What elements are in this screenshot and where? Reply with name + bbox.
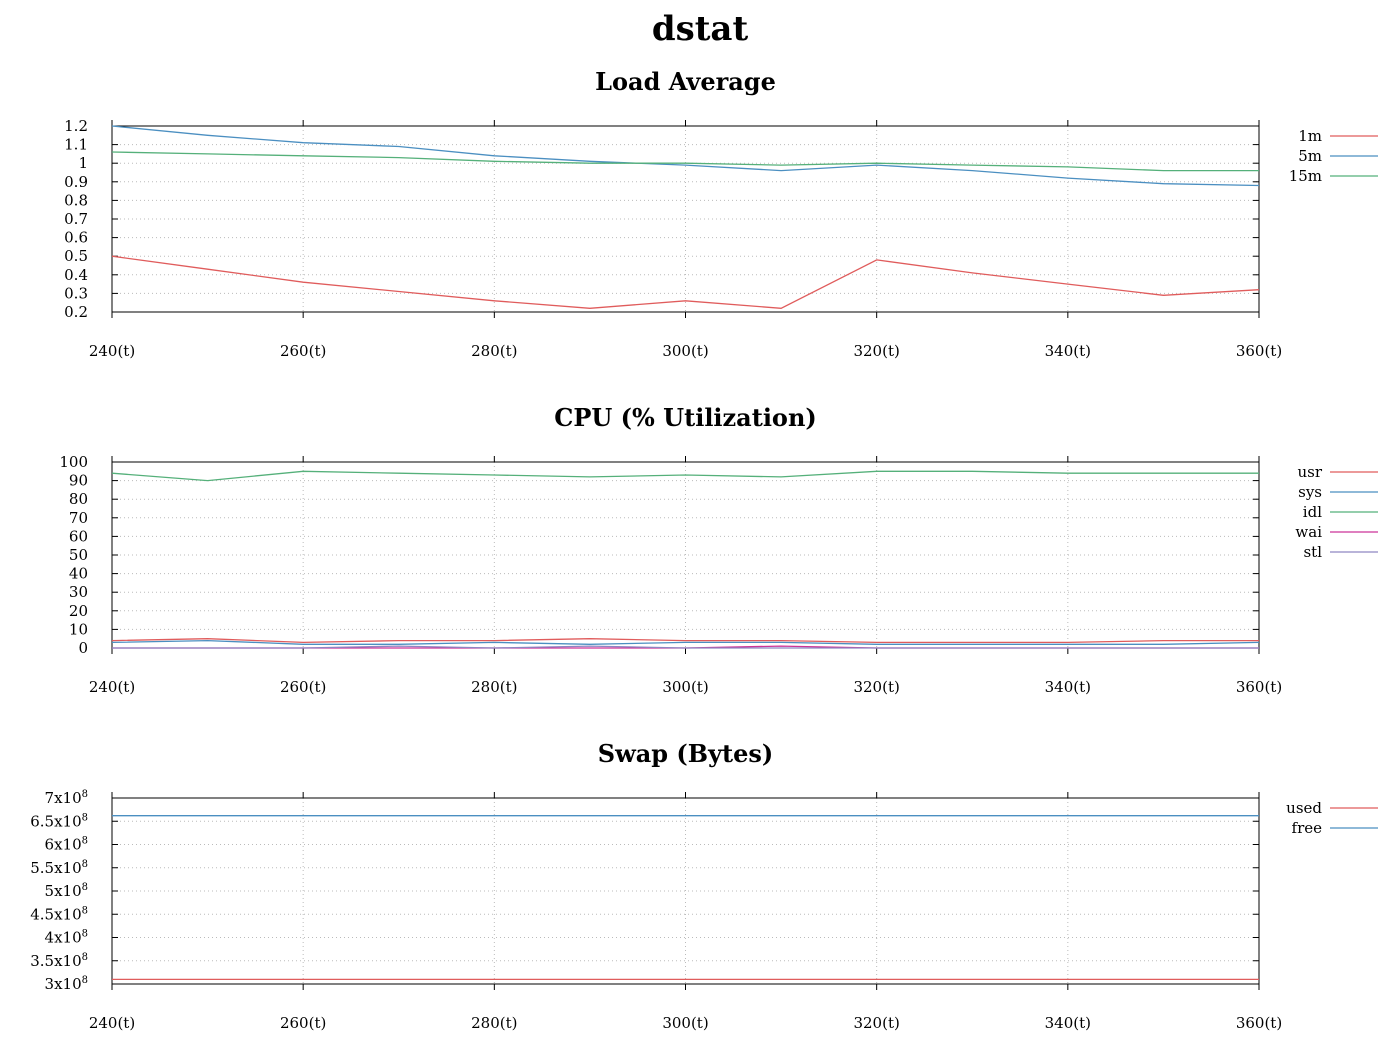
y-tick-label: 6x108 <box>45 836 88 854</box>
series-line-usr <box>111 638 1259 644</box>
x-tick-label: 260(t) <box>280 1014 326 1032</box>
y-tick-mantissa: 7x10 <box>45 789 82 807</box>
y-tick-label: 0.2 <box>64 303 88 321</box>
y-tick-mantissa: 3.5x10 <box>30 952 81 970</box>
y-tick-label: 30 <box>69 583 88 601</box>
y-tick-exponent: 8 <box>82 975 88 986</box>
legend-label-stl: stl <box>1303 543 1322 561</box>
series-line-sys <box>111 639 1260 645</box>
series-line-15m <box>111 151 1259 172</box>
y-tick-exponent: 8 <box>82 929 88 940</box>
x-tick-label: 360(t) <box>1236 1014 1282 1032</box>
x-tick-label: 300(t) <box>662 342 708 360</box>
y-tick-exponent: 8 <box>82 905 88 916</box>
y-tick-label: 40 <box>69 565 88 583</box>
y-tick-label: 100 <box>59 453 88 471</box>
x-tick-label: 320(t) <box>853 678 899 696</box>
y-tick-label: 50 <box>69 546 88 564</box>
y-tick-label: 0.9 <box>64 173 88 191</box>
y-tick-mantissa: 3x10 <box>45 975 82 993</box>
chart-title: Load Average <box>595 67 776 96</box>
x-tick-label: 340(t) <box>1045 1014 1091 1032</box>
y-tick-label: 0.5 <box>64 247 88 265</box>
legend-label-idl: idl <box>1303 503 1322 521</box>
y-tick-label: 1.1 <box>64 136 88 154</box>
x-tick-label: 300(t) <box>662 678 708 696</box>
legend-label-free: free <box>1292 819 1323 837</box>
series-line-1m <box>111 255 1260 309</box>
y-tick-label: 0.8 <box>64 191 88 209</box>
y-tick-label: 20 <box>69 602 88 620</box>
x-tick-label: 240(t) <box>89 678 135 696</box>
series-line-idl <box>111 470 1259 482</box>
y-tick-exponent: 8 <box>82 952 88 963</box>
y-tick-label: 3x108 <box>45 975 88 993</box>
y-tick-label: 80 <box>69 490 88 508</box>
x-tick-label: 260(t) <box>280 342 326 360</box>
chart-title: Swap (Bytes) <box>598 739 774 768</box>
y-tick-label: 0.7 <box>64 210 88 228</box>
x-tick-label: 340(t) <box>1045 342 1091 360</box>
y-tick-mantissa: 5x10 <box>45 882 82 900</box>
y-tick-exponent: 8 <box>82 836 88 847</box>
series-line-5m <box>111 125 1260 187</box>
y-tick-label: 10 <box>69 620 88 638</box>
legend-label-sys: sys <box>1298 483 1322 501</box>
chart-panel-0: Load Average 240(t) 260(t) 280(t) 300(t) 320(… <box>64 67 1378 360</box>
y-tick-label: 5.5x108 <box>30 859 88 877</box>
grid-lines <box>111 125 1260 313</box>
x-tick-label: 240(t) <box>89 342 135 360</box>
y-tick-exponent: 8 <box>82 789 88 800</box>
y-tick-label: 0 <box>78 639 88 657</box>
x-tick-label: 360(t) <box>1236 342 1282 360</box>
x-tick-label: 280(t) <box>471 342 517 360</box>
y-tick-label: 1.2 <box>64 117 88 135</box>
chart-panel-1: CPU (% Utilization)240(t) 260(t) 280(t) 300… <box>59 403 1378 696</box>
y-tick-label: 60 <box>69 527 88 545</box>
legend-label-1m: 1m <box>1298 127 1322 145</box>
legend-label-5m: 5m <box>1298 147 1322 165</box>
x-tick-label: 360(t) <box>1236 678 1282 696</box>
legend-label-used: used <box>1286 799 1322 817</box>
grid-lines <box>111 797 1260 985</box>
y-tick-label: 0.3 <box>64 284 88 302</box>
y-tick-mantissa: 6x10 <box>45 836 82 854</box>
y-tick-label: 4x108 <box>45 929 88 947</box>
y-tick-label: 6.5x108 <box>30 812 88 830</box>
y-tick-label: 0.6 <box>64 229 88 247</box>
chart-panel-2: Swap (Bytes) 240(t) 260(t) 280(t) 300(t) 320(… <box>30 739 1378 1032</box>
x-tick-label: 280(t) <box>471 1014 517 1032</box>
y-tick-exponent: 8 <box>82 859 88 870</box>
y-tick-label: 4.5x108 <box>30 905 88 923</box>
series-line-stl <box>112 645 1259 649</box>
y-tick-label: 1 <box>78 154 88 172</box>
y-tick-mantissa: 4.5x10 <box>30 905 81 923</box>
y-tick-exponent: 8 <box>82 882 88 893</box>
y-tick-label: 5x108 <box>45 882 88 900</box>
x-tick-label: 260(t) <box>280 678 326 696</box>
y-tick-label: 3.5x108 <box>30 952 88 970</box>
y-tick-label: 90 <box>69 472 88 490</box>
x-tick-label: 240(t) <box>89 1014 135 1032</box>
y-tick-label: 7x108 <box>45 789 88 807</box>
page-title: dstat <box>652 9 749 49</box>
grid-lines <box>111 461 1260 649</box>
y-tick-mantissa: 5.5x10 <box>30 859 81 877</box>
legend-label-15m: 15m <box>1289 167 1322 185</box>
legend-label-wai: wai <box>1295 523 1322 541</box>
chart-title: CPU (% Utilization) <box>554 403 817 432</box>
x-tick-label: 300(t) <box>662 1014 708 1032</box>
x-tick-label: 280(t) <box>471 678 517 696</box>
x-tick-label: 320(t) <box>853 342 899 360</box>
legend-label-usr: usr <box>1297 463 1322 481</box>
y-tick-label: 0.4 <box>64 266 88 284</box>
y-tick-exponent: 8 <box>82 812 88 823</box>
y-tick-mantissa: 6.5x10 <box>30 812 81 830</box>
y-tick-mantissa: 4x10 <box>45 929 82 947</box>
y-tick-label: 70 <box>69 509 88 527</box>
chart-panels: Load Average 240(t) 260(t) 280(t) 300(t) 320(… <box>30 67 1378 1032</box>
x-tick-label: 340(t) <box>1045 678 1091 696</box>
x-tick-label: 320(t) <box>853 1014 899 1032</box>
